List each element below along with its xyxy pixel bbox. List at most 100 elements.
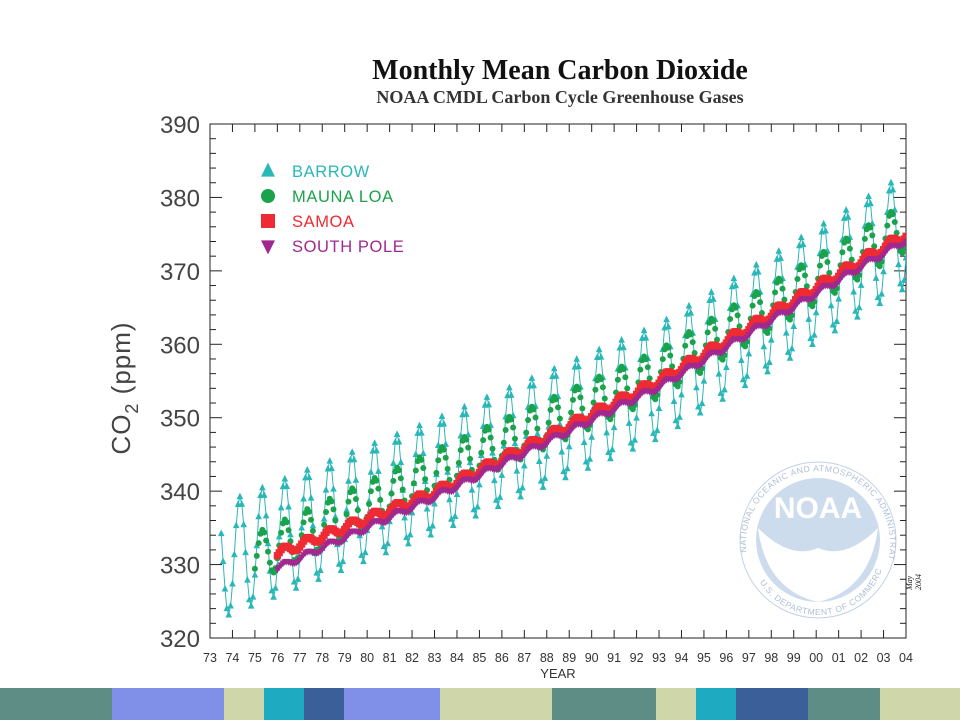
data-point	[839, 249, 846, 256]
footer-color-segment	[656, 688, 696, 720]
data-point	[350, 455, 358, 463]
y-tick-label: 330	[160, 553, 200, 580]
legend-marker-mauna-loa	[261, 189, 275, 203]
data-point	[861, 235, 868, 242]
data-point	[738, 356, 745, 363]
data-point	[757, 299, 764, 306]
data-point	[715, 370, 723, 377]
data-point	[898, 285, 906, 293]
data-point	[573, 355, 581, 362]
data-point	[489, 449, 496, 456]
data-point	[354, 507, 361, 514]
data-point	[719, 395, 726, 402]
x-axis-label: YEAR	[540, 666, 575, 681]
data-point	[727, 316, 734, 323]
data-point	[786, 354, 794, 361]
data-point	[855, 303, 863, 311]
data-point	[775, 247, 783, 254]
data-point	[238, 500, 246, 507]
data-point	[820, 219, 827, 227]
data-point	[575, 386, 582, 393]
data-point	[845, 237, 851, 244]
data-point	[672, 416, 680, 424]
data-point	[659, 356, 666, 363]
legend-marker-south-pole	[261, 240, 275, 255]
data-point	[352, 476, 360, 483]
data-point	[507, 391, 515, 398]
data-point	[640, 326, 648, 334]
data-point	[339, 557, 347, 565]
data-point	[463, 436, 470, 443]
data-point	[902, 238, 906, 246]
data-point	[850, 287, 857, 295]
data-point	[429, 521, 436, 529]
y-tick-labels: 320 330 340 350 360 370 380 390	[160, 112, 200, 653]
data-point	[373, 446, 380, 454]
x-tick-label: 90	[585, 651, 599, 665]
data-point	[603, 428, 610, 436]
x-tick-label: 01	[832, 651, 846, 665]
data-point	[665, 344, 672, 351]
data-point	[335, 560, 343, 567]
data-point	[803, 283, 810, 290]
data-point	[848, 256, 855, 263]
data-point	[232, 521, 240, 529]
y-tick-label: 350	[160, 406, 200, 433]
data-point	[352, 496, 359, 503]
x-tick-label: 75	[248, 651, 262, 665]
data-point	[367, 488, 374, 495]
data-point	[812, 308, 820, 316]
data-point	[714, 336, 721, 343]
data-point	[582, 457, 590, 465]
y-axis-label-unit: (ppm)	[106, 321, 136, 402]
y-tick-label: 390	[160, 112, 200, 139]
data-point	[236, 492, 244, 500]
data-point	[842, 206, 850, 213]
data-point	[678, 390, 685, 398]
data-point	[543, 452, 551, 459]
x-tick-label: 84	[450, 651, 464, 665]
data-point	[676, 413, 683, 420]
data-point	[854, 276, 861, 283]
x-tick-label: 76	[270, 651, 284, 665]
data-point	[871, 243, 878, 250]
y-tick-label: 360	[160, 332, 200, 359]
data-point	[742, 343, 749, 350]
data-point	[631, 436, 639, 443]
data-point	[891, 218, 898, 225]
legend-marker-samoa	[261, 214, 275, 228]
data-point	[384, 539, 392, 547]
data-point	[485, 400, 493, 408]
data-point	[360, 557, 367, 565]
data-point	[760, 342, 768, 350]
data-point	[431, 499, 438, 507]
data-point	[687, 308, 695, 316]
data-point	[767, 336, 775, 343]
data-point	[491, 476, 498, 484]
data-point	[275, 532, 283, 540]
series-layer	[217, 178, 906, 618]
data-point	[625, 419, 633, 426]
data-point	[568, 409, 575, 416]
data-point	[876, 299, 884, 306]
footer-color-segment	[0, 688, 112, 720]
x-tick-label: 82	[405, 651, 419, 665]
data-point	[474, 502, 481, 510]
data-point	[844, 213, 852, 220]
data-point	[592, 386, 599, 393]
x-tick-label: 88	[540, 651, 554, 665]
data-point	[669, 363, 676, 370]
data-point	[300, 494, 307, 502]
data-point	[629, 445, 637, 452]
data-point	[521, 461, 528, 469]
data-point	[719, 356, 726, 363]
data-point	[884, 222, 891, 229]
data-point	[498, 471, 506, 478]
data-point	[734, 312, 741, 319]
date-stamp: May 2004	[905, 574, 923, 590]
data-point	[306, 508, 313, 515]
data-point	[393, 430, 401, 438]
data-point	[560, 467, 567, 475]
data-point	[687, 331, 694, 338]
data-point	[781, 296, 788, 303]
